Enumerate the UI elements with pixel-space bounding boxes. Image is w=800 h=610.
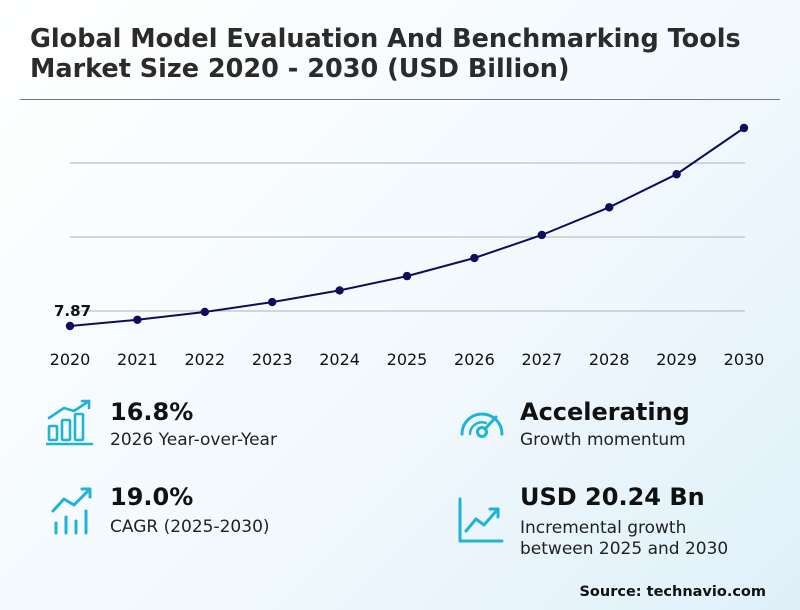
x-tick-label: 2030 [724, 350, 765, 369]
chart-points [65, 123, 749, 331]
data-point-2029 [672, 170, 681, 179]
stat-momentum-value: Accelerating [520, 398, 690, 426]
stat-momentum: Accelerating Growth momentum [456, 398, 776, 458]
x-tick-label: 2024 [319, 350, 360, 369]
stat-yoy-label: 2026 Year-over-Year [110, 430, 277, 450]
x-tick-label: 2026 [454, 350, 495, 369]
data-point-2021 [133, 315, 142, 324]
chart-title: Global Model Evaluation And Benchmarking… [30, 24, 741, 84]
stat-incremental: USD 20.24 Bn Incremental growth between … [456, 483, 786, 563]
chart-gridlines [70, 162, 745, 312]
line-chart: 2020 2021 2022 2023 2024 2025 2026 2027 2028 2029… [50, 123, 765, 369]
data-point-2026 [470, 253, 479, 263]
stat-momentum-label: Growth momentum [520, 430, 686, 450]
data-point-2024 [335, 286, 344, 295]
speedometer-icon [460, 412, 504, 438]
data-point-2025 [402, 271, 412, 281]
x-tick-label: 2020 [50, 350, 91, 369]
x-tick-label: 2021 [117, 350, 158, 369]
data-point-2030 [739, 123, 749, 133]
stat-incremental-label-2: between 2025 and 2030 [520, 539, 729, 559]
title-divider [20, 99, 780, 100]
stat-yoy: 16.8% 2026 Year-over-Year [46, 398, 386, 458]
line-chart-icon [458, 497, 504, 543]
data-point-2020 [65, 321, 75, 331]
stat-yoy-value: 16.8% [110, 398, 194, 426]
series-line [69, 127, 745, 327]
trend-bars-icon [51, 487, 92, 535]
chart-annotations: 7.87 [54, 302, 91, 320]
x-tick-label: 2027 [521, 350, 562, 369]
stat-cagr-label: CAGR (2025-2030) [110, 517, 270, 537]
stat-incremental-value: USD 20.24 Bn [520, 483, 705, 511]
stat-cagr-value: 19.0% [110, 483, 194, 511]
source-credit: Source: technavio.com [579, 584, 766, 600]
x-tick-label: 2022 [184, 350, 225, 369]
x-tick-label: 2029 [656, 350, 697, 369]
data-point-2027 [537, 230, 546, 240]
x-axis-ticks: 2020 2021 2022 2023 2024 2025 2026 2027 2028 2029… [50, 350, 765, 369]
stat-incremental-label-1: Incremental growth [520, 518, 687, 538]
data-point-2023 [268, 297, 277, 307]
x-tick-label: 2023 [252, 350, 293, 369]
x-tick-label: 2025 [387, 350, 428, 369]
data-label: 7.87 [54, 302, 91, 320]
stat-cagr: 19.0% CAGR (2025-2030) [50, 483, 390, 543]
bar-growth-icon [46, 399, 94, 446]
data-point-2022 [200, 307, 209, 317]
x-tick-label: 2028 [589, 350, 630, 369]
data-point-2028 [605, 203, 614, 212]
